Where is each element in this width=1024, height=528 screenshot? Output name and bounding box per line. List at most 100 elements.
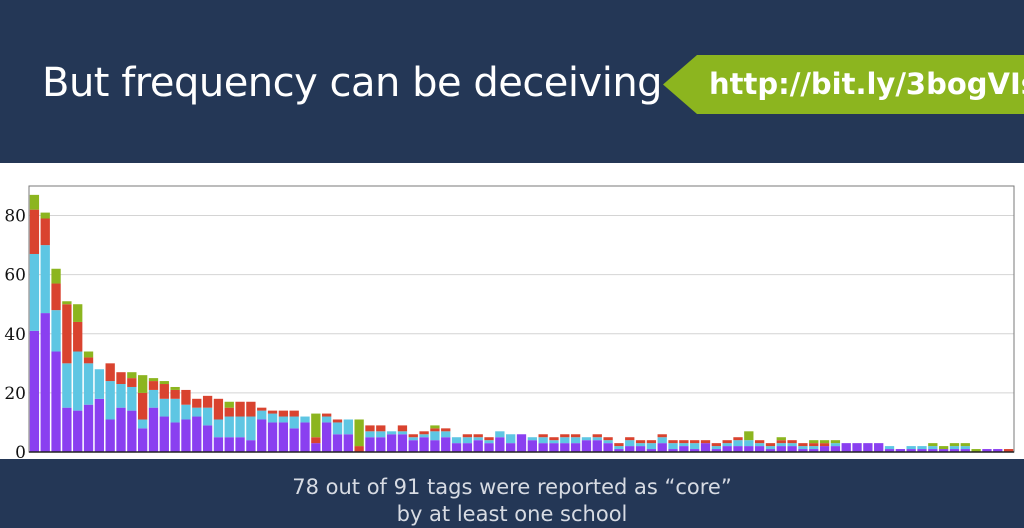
bar-segment-red	[754, 440, 765, 444]
bar-segment-purple	[625, 446, 635, 452]
bar-segment-cyan	[267, 413, 278, 423]
bar-segment-purple	[322, 422, 332, 452]
bar-segment-cyan	[29, 253, 40, 331]
bar-segment-cyan	[462, 437, 473, 444]
bar-segment-red	[635, 440, 646, 444]
bar-segment-cyan	[343, 419, 353, 435]
bar-segment-cyan	[105, 381, 115, 420]
bar-segment-purple	[603, 443, 613, 452]
bar-segment-purple	[51, 351, 61, 452]
bar-segment-purple	[841, 443, 851, 452]
bar-segment-purple	[787, 446, 797, 452]
bar-segment-cyan	[94, 369, 105, 399]
y-tick-label: 0	[15, 443, 26, 459]
bar-segment-purple	[332, 434, 343, 452]
bar-segment-purple	[895, 449, 906, 452]
bar-segment-red	[657, 434, 667, 438]
bar-segment-purple	[213, 437, 224, 452]
y-tick-label: 80	[4, 207, 26, 227]
bar-segment-cyan	[744, 440, 754, 447]
bar-segment-red	[192, 398, 202, 408]
bar-segment-purple	[884, 449, 895, 452]
bar-segment-cyan	[787, 443, 797, 447]
bar-segment-red	[213, 398, 224, 420]
bar-segment-cyan	[257, 410, 267, 420]
bar-segment-cyan	[949, 446, 960, 450]
bar-segment-green	[137, 375, 148, 393]
bar-segment-purple	[798, 449, 808, 452]
bar-segment-red	[722, 440, 732, 444]
bar-segment-purple	[993, 449, 1003, 452]
bar-segment-purple	[267, 422, 278, 452]
bar-segment-cyan	[635, 443, 646, 447]
bar-segment-purple	[949, 449, 960, 452]
bar-segment-cyan	[614, 446, 624, 450]
bar-segment-green	[938, 446, 949, 450]
bar-segment-red	[181, 389, 191, 405]
bar-segment-red	[733, 437, 743, 441]
bar-segment-cyan	[224, 416, 234, 438]
bar-segment-red	[787, 440, 797, 444]
bar-segment-purple	[690, 449, 700, 452]
bar-segment-cyan	[809, 446, 819, 450]
caption-line-2: by at least one school	[396, 502, 628, 526]
bar-segment-purple	[408, 440, 418, 452]
bars	[29, 194, 1014, 452]
bar-segment-cyan	[527, 437, 537, 441]
bar-segment-red	[614, 443, 624, 447]
bar-segment-green	[430, 425, 440, 429]
bar-segment-cyan	[549, 440, 559, 444]
bar-segment-green	[949, 443, 960, 447]
bar-segment-red	[246, 401, 256, 417]
bar-segment-red	[137, 392, 148, 420]
bar-segment-red	[257, 407, 267, 411]
bar-segment-cyan	[560, 437, 570, 444]
link-url[interactable]: http://bit.ly/3bogVIs	[709, 67, 1024, 101]
bar-segment-cyan	[711, 446, 721, 450]
bar-segment-red	[202, 395, 213, 408]
bar-segment-purple	[484, 443, 494, 452]
bar-segment-purple	[137, 428, 148, 452]
bar-segment-red	[441, 428, 451, 432]
bar-segment-purple	[830, 446, 841, 452]
bar-segment-purple	[192, 416, 202, 452]
bar-segment-purple	[246, 440, 256, 452]
bar-segment-red	[73, 321, 83, 352]
bar-segment-cyan	[300, 416, 310, 423]
bar-segment-red	[430, 428, 440, 432]
slide-caption: 78 out of 91 tags were reported as “core…	[0, 474, 1024, 528]
bar-segment-cyan	[917, 446, 927, 450]
bar-segment-green	[311, 413, 321, 438]
bar-segment-red	[376, 425, 386, 432]
bar-segment-cyan	[73, 351, 83, 411]
bar-segment-red	[484, 437, 494, 441]
bar-segment-red	[408, 434, 418, 438]
bar-segment-red	[170, 389, 180, 399]
bar-segment-cyan	[625, 440, 635, 447]
bar-segment-red	[159, 384, 169, 399]
bar-segment-green	[224, 401, 234, 408]
bar-segment-cyan	[451, 437, 462, 444]
bar-segment-cyan	[928, 446, 938, 450]
bar-segment-red	[1003, 449, 1014, 452]
bar-segment-red	[105, 363, 115, 382]
link-banner[interactable]: http://bit.ly/3bogVIs	[663, 55, 1024, 114]
chart-panel: 0 20 40 60 80	[0, 163, 1024, 459]
bar-segment-green	[928, 443, 938, 447]
bar-segment-green	[29, 194, 40, 210]
bar-segment-cyan	[137, 419, 148, 429]
bar-segment-red	[289, 410, 299, 417]
bar-segment-red	[549, 437, 559, 441]
bar-segment-cyan	[181, 404, 191, 420]
bar-segment-cyan	[322, 416, 332, 423]
bar-segment-purple	[300, 422, 310, 452]
bar-segment-cyan	[40, 245, 50, 314]
bar-segment-purple	[722, 446, 732, 452]
bar-segment-green	[960, 443, 970, 447]
bar-segment-purple	[928, 449, 938, 452]
bar-segment-purple	[570, 443, 581, 452]
bar-segment-cyan	[419, 434, 429, 438]
bar-segment-red	[570, 434, 581, 438]
bar-segment-purple	[181, 419, 191, 452]
bar-segment-purple	[376, 437, 386, 452]
